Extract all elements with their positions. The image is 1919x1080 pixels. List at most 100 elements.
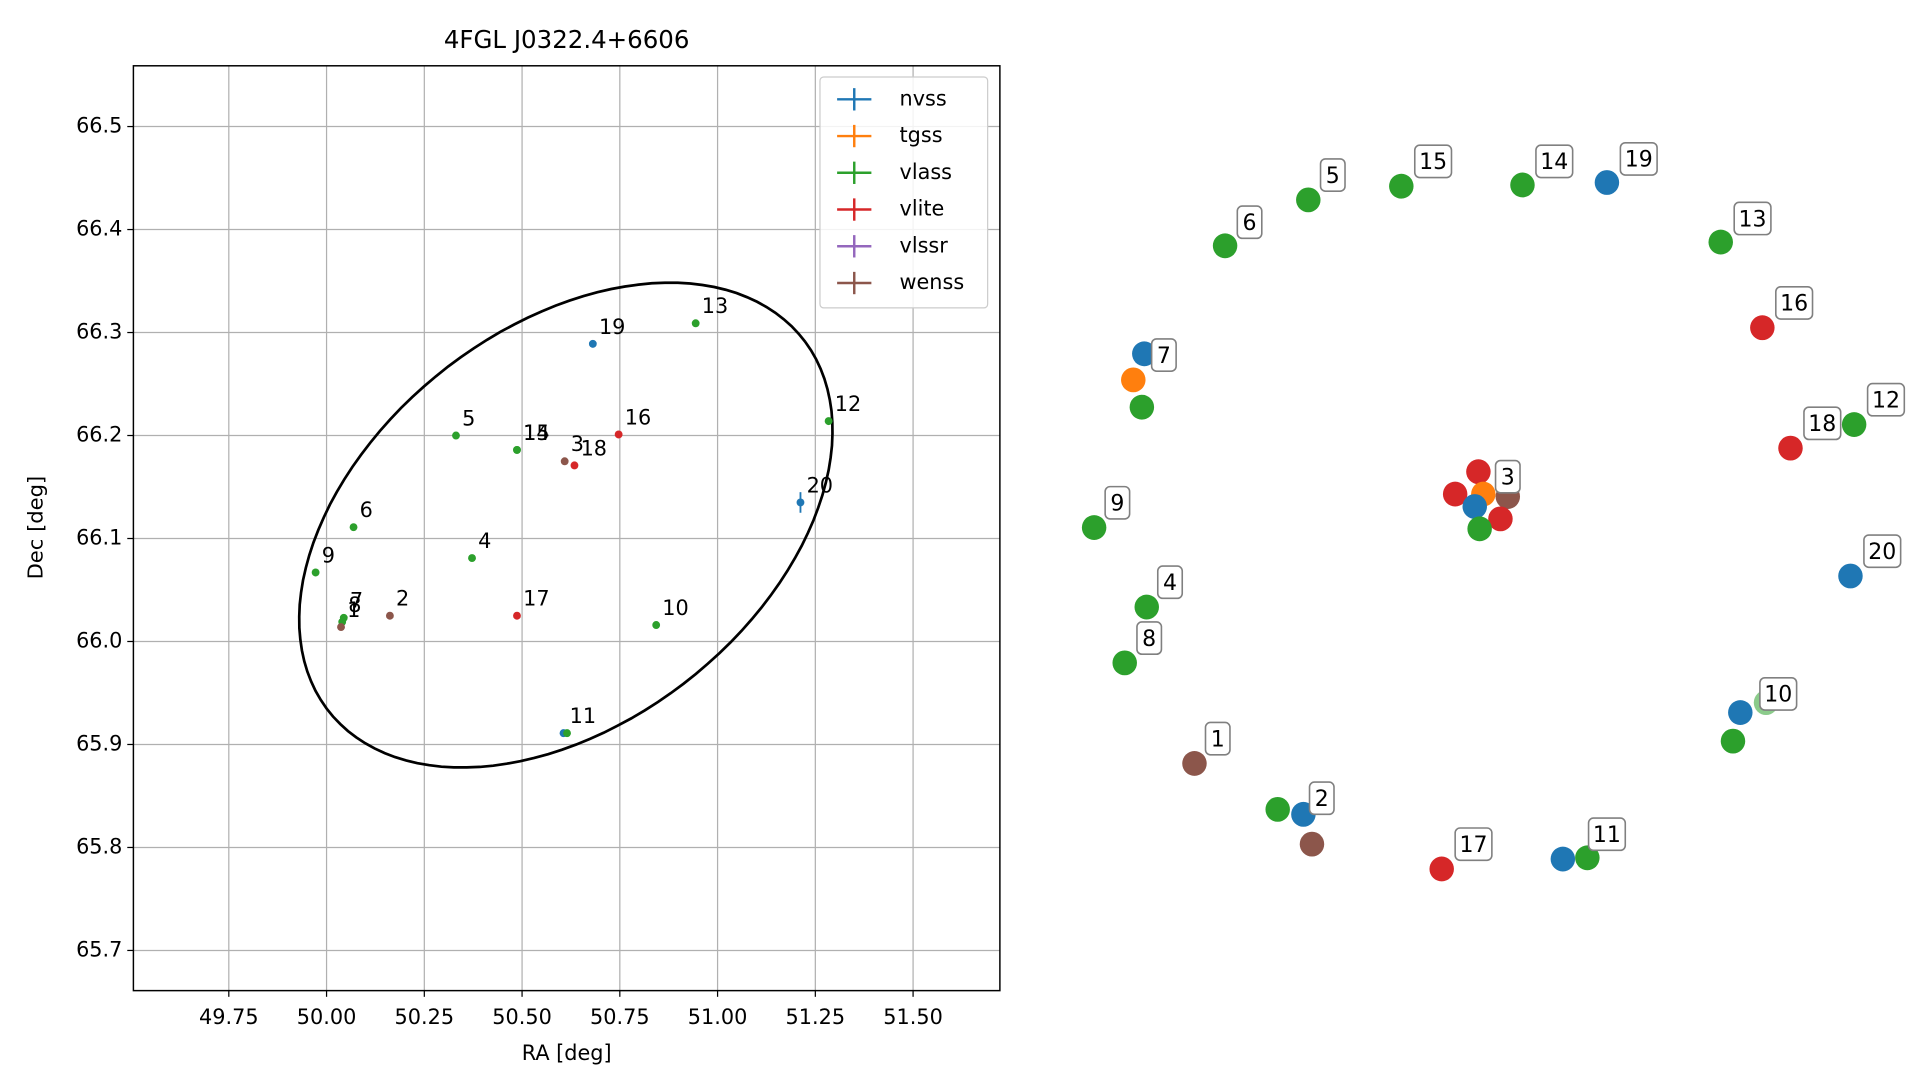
label-box	[1775, 285, 1814, 320]
point-label: 19	[599, 315, 625, 339]
source-dot	[1720, 728, 1746, 754]
source-dot	[1838, 563, 1863, 589]
source-label: 5	[1326, 163, 1340, 189]
label-box	[1454, 827, 1493, 862]
label-box	[1863, 534, 1902, 569]
point	[691, 319, 700, 328]
source-dot	[1462, 494, 1487, 519]
source-label: 13	[1739, 206, 1767, 232]
source-dot	[1296, 187, 1321, 213]
x-axis-label: RA [deg]	[522, 1041, 612, 1065]
source-dot	[1510, 172, 1535, 198]
source-dot	[1778, 435, 1803, 461]
source-dot	[1728, 700, 1753, 725]
point	[337, 623, 345, 632]
source-dot	[1575, 845, 1600, 871]
source-dot	[1708, 229, 1733, 255]
source-label: 20	[1868, 539, 1896, 565]
label-box	[1308, 781, 1335, 816]
point-label: 10	[662, 596, 688, 620]
localization-ellipse	[297, 281, 834, 769]
point	[513, 445, 521, 454]
source-label: 15	[1419, 149, 1447, 175]
source-dot	[1212, 233, 1238, 259]
label-box	[1236, 205, 1263, 240]
x-tick-label: 51.25	[786, 1005, 846, 1029]
y-tick-label: 65.9	[76, 731, 122, 755]
label-box	[1136, 621, 1163, 656]
y-tick-label: 66.3	[76, 319, 122, 343]
point-label: 6	[360, 498, 373, 522]
point-label: 12	[835, 392, 861, 416]
source-label: 7	[1157, 343, 1171, 369]
legend-label: vlssr	[900, 233, 949, 257]
source-label: 19	[1625, 147, 1653, 173]
x-tick-label: 51.50	[883, 1005, 943, 1029]
legend-label: tgss	[900, 123, 943, 147]
point-label: 7	[350, 589, 363, 613]
point	[560, 457, 569, 466]
source-label: 14	[1540, 149, 1568, 175]
point	[563, 729, 571, 738]
point-label: 16	[625, 405, 651, 429]
source-dot	[1182, 751, 1207, 776]
point	[385, 611, 394, 620]
source-dot	[1550, 846, 1576, 872]
source-label: 6	[1243, 210, 1257, 236]
source-dot	[1389, 173, 1414, 199]
x-tick-label: 50.75	[590, 1005, 650, 1029]
point-label: 5	[462, 406, 475, 430]
point-label: 1	[347, 598, 360, 622]
label-box	[1535, 144, 1574, 179]
point-label: 14	[523, 421, 549, 445]
point	[513, 611, 521, 620]
source-dot	[1750, 315, 1775, 341]
x-tick-label: 50.00	[297, 1005, 357, 1029]
y-tick-label: 66.5	[76, 113, 122, 137]
legend-label: wenss	[900, 270, 965, 294]
point	[588, 339, 597, 348]
label-box	[1803, 406, 1842, 441]
point-label: 9	[322, 543, 335, 567]
point-label: 17	[523, 587, 549, 611]
y-axis-label: Dec [deg]	[24, 476, 48, 580]
source-dot	[1121, 367, 1146, 393]
source-label: 1	[1211, 726, 1225, 752]
y-tick-label: 66.0	[76, 628, 122, 652]
source-dot	[1488, 506, 1513, 532]
legend-box	[819, 76, 989, 309]
source-dot	[1841, 412, 1867, 437]
source-dot	[1134, 594, 1159, 620]
point	[452, 431, 460, 440]
source-dot	[1299, 831, 1325, 857]
source-label: 8	[1142, 626, 1156, 652]
point	[824, 417, 833, 426]
y-tick-label: 65.8	[76, 834, 122, 858]
point-label: 4	[478, 529, 491, 553]
source-dot	[1467, 516, 1492, 542]
label-box	[1619, 141, 1658, 176]
x-tick-label: 49.75	[199, 1005, 259, 1029]
source-dot	[1594, 170, 1620, 195]
x-tick-label: 51.00	[688, 1005, 748, 1029]
y-tick-label: 65.7	[76, 937, 122, 961]
point	[614, 430, 623, 439]
y-tick-label: 66.4	[76, 216, 122, 240]
source-dot	[1442, 481, 1468, 507]
label-box	[1204, 721, 1231, 756]
chart-title: 4FGL J0322.4+6606	[444, 25, 690, 54]
source-label: 18	[1808, 411, 1836, 437]
label-box	[1866, 382, 1906, 417]
label-box	[1156, 565, 1184, 600]
point	[570, 461, 579, 470]
source-dot	[1265, 796, 1290, 822]
label-box	[1150, 338, 1177, 372]
source-dot	[1429, 856, 1454, 882]
x-tick-label: 50.50	[492, 1005, 552, 1029]
source-label: 9	[1110, 490, 1124, 516]
label-box	[1494, 459, 1521, 494]
legend-label: vlass	[900, 160, 952, 184]
y-tick-label: 66.2	[76, 422, 122, 446]
